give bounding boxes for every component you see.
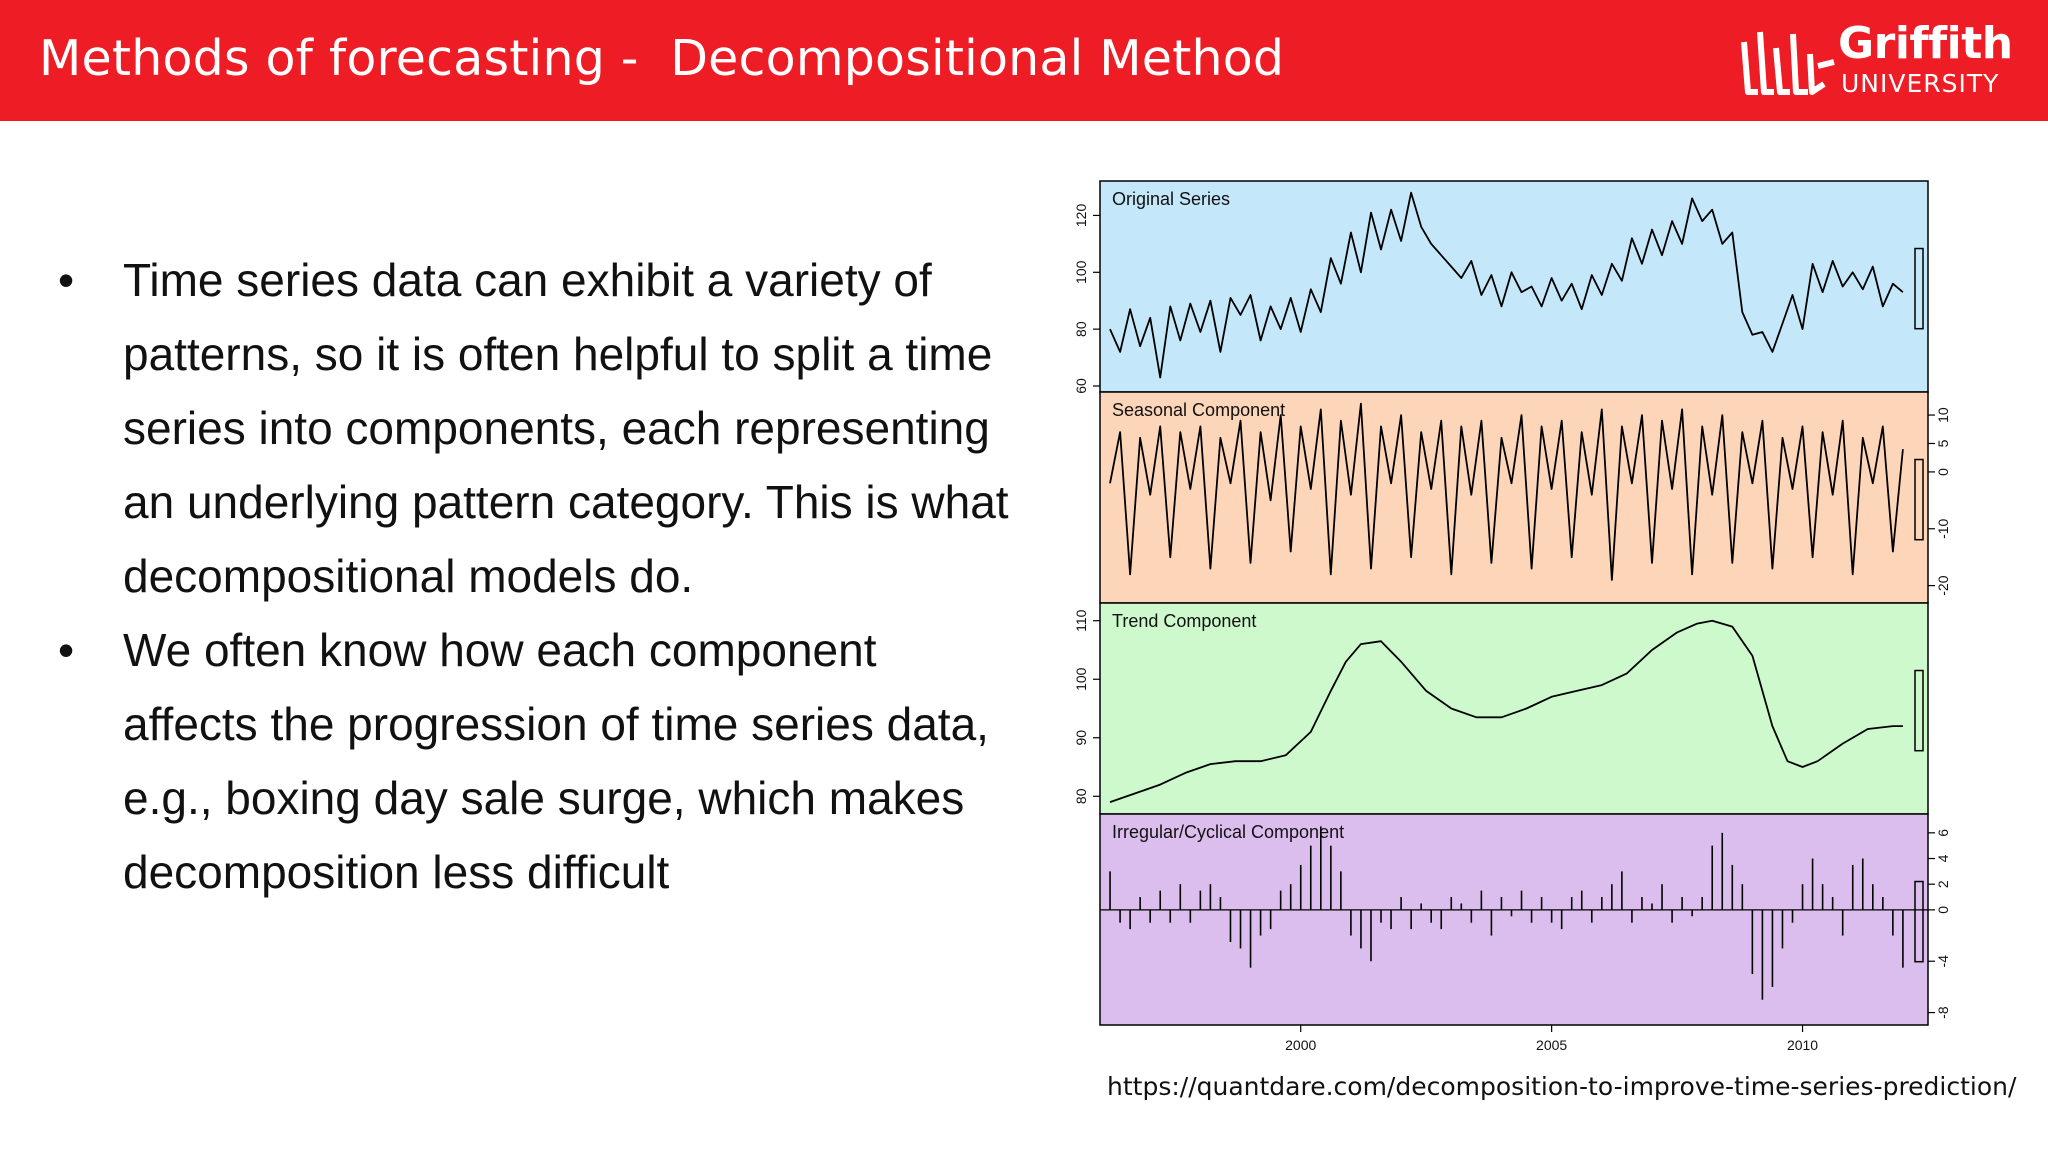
y-tick-label: 90 <box>1073 730 1089 746</box>
y-tick-label: 110 <box>1073 609 1089 632</box>
slide-header: Methods of forecasting - Decompositional… <box>0 0 2048 121</box>
x-tick-label: 2010 <box>1787 1037 1818 1050</box>
y-tick-label: 0 <box>1935 468 1951 476</box>
source-link[interactable]: https://quantdare.com/decomposition-to-i… <box>1107 1072 2017 1101</box>
y-tick-label: 6 <box>1935 829 1951 837</box>
y-tick-label: 80 <box>1073 788 1089 804</box>
bullet-item: • We often know how each component affect… <box>55 613 1015 909</box>
scale-bar <box>1914 880 1924 963</box>
y-tick-label: -10 <box>1935 518 1951 538</box>
griffith-logo: Griffith UNIVERSITY <box>1738 18 2026 102</box>
y-tick-label: 2 <box>1935 880 1951 888</box>
slide-title: Methods of forecasting - Decompositional… <box>39 30 1285 87</box>
bullet-text: Time series data can exhibit a variety o… <box>123 254 1009 602</box>
x-tick-label: 2000 <box>1285 1037 1316 1050</box>
y-tick-label: 0 <box>1935 906 1951 914</box>
panel-label: Original Series <box>1112 189 1230 209</box>
scale-bar <box>1914 669 1924 752</box>
y-tick-label: -20 <box>1935 575 1951 595</box>
bullet-list: • Time series data can exhibit a variety … <box>55 243 1015 909</box>
scale-bar <box>1914 247 1924 330</box>
bullet-dot-icon: • <box>58 624 75 676</box>
y-tick-label: -8 <box>1935 1006 1951 1019</box>
y-tick-label: 60 <box>1073 378 1089 394</box>
y-tick-label: 100 <box>1073 260 1089 284</box>
panel-background <box>1099 813 1929 1026</box>
logo-wordmark: Griffith <box>1838 18 2013 69</box>
panel-label: Seasonal Component <box>1112 400 1285 420</box>
panel-seasonal: Seasonal Component -20 -10 0 5 10 <box>1099 391 1951 604</box>
panel-original: Original Series 60 80 100 120 <box>1073 180 1929 394</box>
series-line-seasonal <box>1109 402 1904 581</box>
series-line-original <box>1109 191 1904 379</box>
y-tick-label: 5 <box>1935 439 1951 447</box>
y-tick-label: 80 <box>1073 321 1089 337</box>
scale-bar <box>1914 458 1924 541</box>
x-tick-label: 2005 <box>1536 1037 1567 1050</box>
bullet-text: We often know how each component affects… <box>123 624 989 898</box>
panel-trend: Trend Component 80 90 100 110 <box>1073 602 1929 815</box>
bullet-item: • Time series data can exhibit a variety … <box>55 243 1015 613</box>
panel-label: Irregular/Cyclical Component <box>1112 822 1344 842</box>
griffith-emblem-icon <box>1741 31 1835 95</box>
bullet-dot-icon: • <box>58 254 75 306</box>
y-tick-label: 100 <box>1073 667 1089 691</box>
panel-background <box>1099 602 1929 815</box>
series-line-trend <box>1109 619 1903 803</box>
y-tick-label: -4 <box>1935 955 1951 968</box>
panel-background <box>1099 180 1929 393</box>
y-tick-label: 120 <box>1073 204 1089 228</box>
y-tick-label: 10 <box>1935 407 1951 423</box>
panel-label: Trend Component <box>1112 611 1256 631</box>
y-tick-label: 4 <box>1935 854 1951 862</box>
panel-irregular: Irregular/Cyclical Component -8 -4 0 2 4 6 <box>1099 813 1951 1026</box>
logo-subtitle: UNIVERSITY <box>1841 69 2000 98</box>
panel-background <box>1099 391 1929 604</box>
